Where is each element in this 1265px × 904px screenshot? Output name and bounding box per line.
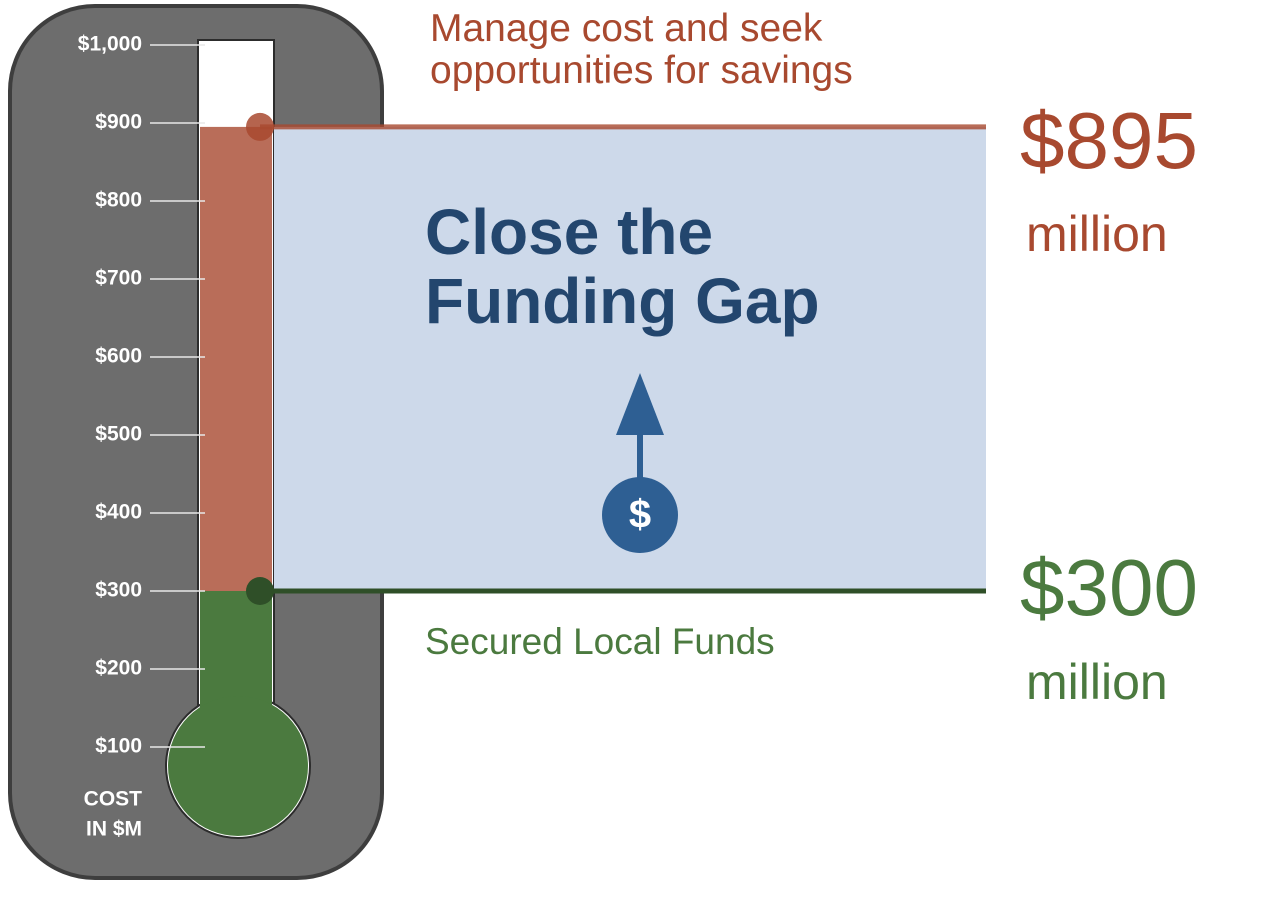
axis-label: IN $M: [86, 818, 142, 841]
y-tick-label: $100: [95, 735, 142, 758]
y-tick-label: $1,000: [78, 33, 142, 56]
secured-value: $300: [1020, 545, 1198, 631]
y-tick-label: $700: [95, 267, 142, 290]
axis-label: COST: [84, 788, 143, 811]
gap-label: Close the Funding Gap: [425, 198, 905, 336]
dollar-icon-label: $: [629, 493, 651, 537]
infographic: $100 $200 $300 $400 $500 $600 $700 $800 $900 $1,0…: [0, 0, 1265, 904]
secured-annotation: Secured Local Funds: [425, 622, 775, 662]
y-tick-label: $500: [95, 423, 142, 446]
y-tick-label: $800: [95, 189, 142, 212]
goal-value: $895: [1020, 98, 1198, 184]
y-tick-label: $200: [95, 657, 142, 680]
goal-fill: [200, 127, 272, 591]
secured-dot: [246, 577, 274, 605]
y-tick-label: $300: [95, 579, 142, 602]
goal-annotation: Manage cost and seek opportunities for s…: [430, 8, 970, 92]
goal-unit: million: [1026, 207, 1168, 261]
y-tick-label: $400: [95, 501, 142, 524]
y-tick-label: $900: [95, 111, 142, 134]
bulb: [168, 696, 308, 836]
y-tick-label: $600: [95, 345, 142, 368]
goal-dot: [246, 113, 274, 141]
secured-unit: million: [1026, 655, 1168, 709]
